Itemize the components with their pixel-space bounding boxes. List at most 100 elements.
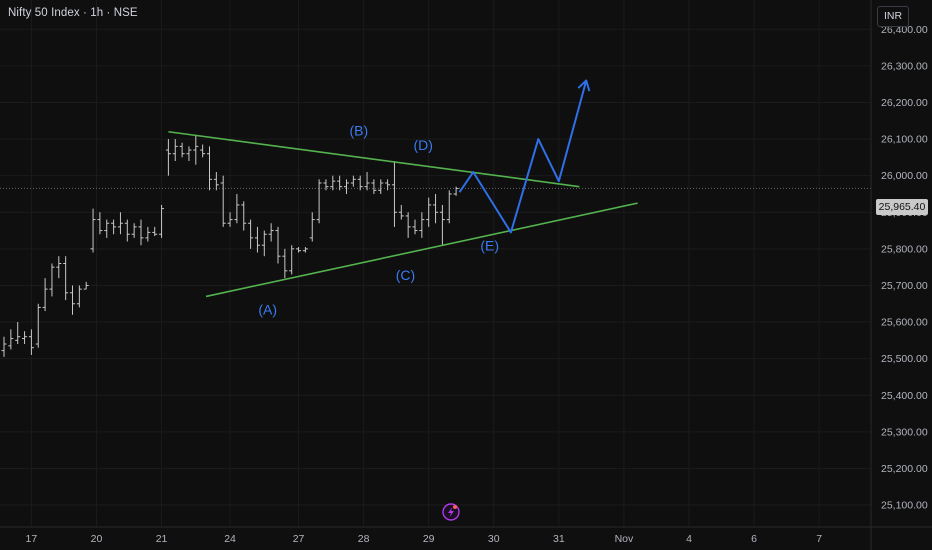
price-tick-label: 25,400.00 — [881, 390, 928, 402]
ohlc-bar — [357, 175, 363, 191]
ohlc-bar — [186, 146, 192, 162]
ohlc-bar — [268, 223, 274, 242]
last-price-label: 25,965.40 — [876, 199, 928, 215]
ohlc-bar — [104, 219, 110, 238]
ohlc-bar — [398, 204, 404, 220]
wave-labels: (A) (B) (C) (D) (E) — [258, 122, 499, 317]
price-tick-label: 25,100.00 — [881, 500, 928, 512]
wave-label: (E) — [480, 238, 499, 254]
trendline-lower — [205, 202, 638, 298]
wave-label: (A) — [258, 302, 277, 318]
ohlc-bar — [282, 248, 288, 279]
price-tick-label: 26,000.00 — [881, 170, 928, 182]
ohlc-bar — [193, 135, 199, 165]
price-tick-label: 25,600.00 — [881, 317, 928, 329]
ohlc-bar — [337, 175, 343, 191]
wave-label: (D) — [414, 137, 433, 153]
ohlc-bar — [446, 190, 452, 224]
ohlc-bar — [131, 223, 137, 238]
symbol-title[interactable]: Nifty 50 Index · 1h · NSE — [8, 7, 138, 19]
ohlc-bar — [248, 219, 254, 249]
ohlc-bar — [117, 212, 123, 235]
price-tick-label: 25,800.00 — [881, 243, 928, 255]
ohlc-bar — [364, 172, 370, 191]
ohlc-bar — [419, 212, 425, 238]
ohlc-bar — [159, 204, 165, 238]
time-tick-label: 27 — [293, 533, 305, 545]
ohlc-bar — [63, 256, 69, 301]
ohlc-bar — [22, 331, 28, 345]
time-tick-label: 20 — [91, 533, 103, 545]
ohlc-bar — [289, 245, 295, 275]
ohlc-bar — [254, 226, 260, 253]
price-tick-label: 25,200.00 — [881, 463, 928, 475]
ohlc-bar — [35, 303, 41, 348]
ohlc-bar — [1, 336, 7, 357]
ohlc-bar — [207, 146, 212, 191]
time-tick-label: 17 — [26, 533, 38, 545]
ohlc-bar — [391, 161, 397, 227]
time-tick-label: 29 — [423, 533, 435, 545]
price-tick-label: 26,300.00 — [881, 60, 928, 72]
price-tick-label: 25,300.00 — [881, 426, 928, 438]
price-tick-label: 26,100.00 — [881, 134, 928, 146]
price-tick-label: 25,500.00 — [881, 353, 928, 365]
ohlc-bar — [70, 285, 75, 315]
drawings-layer — [168, 79, 638, 298]
ohlc-bar — [405, 212, 411, 238]
ohlc-bar — [138, 219, 144, 246]
ohlc-bar — [15, 322, 21, 345]
time-tick-label: 6 — [751, 533, 757, 545]
time-tick-label: 4 — [686, 533, 692, 545]
ohlc-bar — [378, 179, 384, 194]
trendline-upper — [168, 130, 580, 188]
lightning-icon[interactable] — [442, 503, 460, 521]
ohlc-bar — [152, 226, 158, 237]
ohlc-bar — [302, 247, 308, 253]
ohlc-bar — [97, 212, 103, 235]
grid-layer — [0, 0, 871, 527]
ohlc-bar — [83, 281, 89, 290]
ohlc-bar — [8, 329, 14, 350]
ohlc-bar — [220, 175, 226, 227]
ohlc-bar — [453, 186, 459, 196]
ohlc-bar — [241, 201, 247, 231]
ohlc-bar — [316, 179, 322, 224]
time-tick-label: 30 — [488, 533, 500, 545]
ohlc-bar — [179, 142, 185, 158]
ohlc-bar — [172, 139, 178, 162]
ohlc-bar — [42, 278, 48, 312]
time-tick-label: 28 — [358, 533, 370, 545]
ohlc-bar — [165, 139, 171, 176]
ohlc-bar — [111, 219, 117, 235]
price-tick-label: 26,200.00 — [881, 97, 928, 109]
time-tick-label: 7 — [816, 533, 822, 545]
ohlc-bar — [385, 179, 391, 191]
wave-label: (B) — [349, 122, 368, 138]
ohlc-bar — [90, 208, 96, 253]
time-axis[interactable]: 17 20 21 24 27 28 29 30 31 Nov 4 6 7 — [26, 533, 823, 545]
ohlc-bar — [426, 197, 432, 227]
ohlc-bar — [56, 256, 62, 279]
ohlc-bar — [213, 172, 219, 191]
ohlc-bar — [330, 175, 336, 191]
ohlc-bar — [439, 204, 445, 246]
ohlc-bar — [227, 212, 233, 227]
price-tick-label: 25,700.00 — [881, 280, 928, 292]
time-tick-label: 24 — [224, 533, 236, 545]
time-tick-label: 31 — [553, 533, 565, 545]
projection-path — [458, 80, 588, 234]
ohlc-bar — [433, 193, 439, 224]
ohlc-bar — [412, 219, 418, 235]
currency-button[interactable]: INR — [877, 6, 909, 27]
time-tick-label: Nov — [615, 533, 634, 545]
ohlc-bar — [261, 230, 267, 257]
wave-label: (C) — [396, 267, 415, 283]
ohlc-bars — [1, 135, 459, 357]
ohlc-bar — [234, 193, 240, 224]
ohlc-bar — [323, 179, 329, 191]
ohlc-bar — [350, 175, 356, 187]
ohlc-bar — [309, 212, 315, 242]
